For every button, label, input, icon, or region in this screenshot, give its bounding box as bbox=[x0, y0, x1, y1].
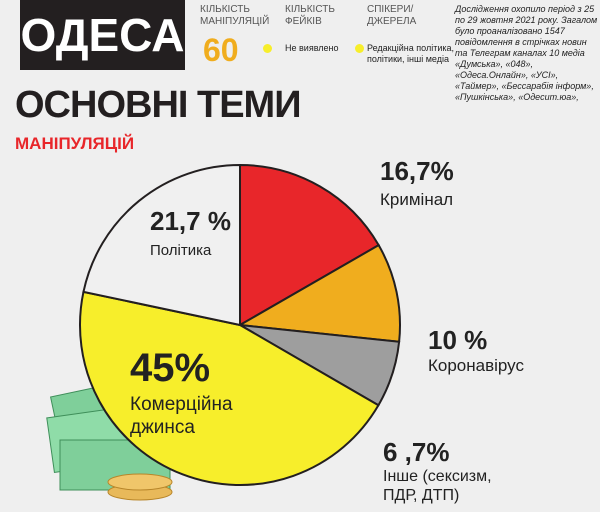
city-box bbox=[20, 0, 185, 70]
pie-slice bbox=[239, 163, 381, 327]
sources-value: Редакційна політика, політики, інші меді… bbox=[367, 43, 454, 64]
value-label: 45% bbox=[130, 346, 211, 390]
pie-slice bbox=[236, 243, 401, 343]
manipulations-label: КІЛЬКІСТЬ МАНІПУЛЯЦІЙ bbox=[200, 4, 270, 27]
category-label: Комерційна джинса bbox=[130, 394, 233, 438]
fakes-value: Не виявлено bbox=[285, 43, 339, 53]
note: Дослідження охопило період з 25 по 29 жо… bbox=[455, 4, 598, 102]
value-label: 10 % bbox=[428, 325, 488, 355]
category-label: Кримінал bbox=[380, 190, 454, 209]
pie-slice bbox=[82, 163, 241, 327]
city: ОДЕСА bbox=[20, 9, 185, 61]
category-label: Політика bbox=[150, 242, 212, 259]
chart-subtitle: МАНІПУЛЯЦІЙ bbox=[15, 134, 135, 153]
sources-label: СПІКЕРИ/ ДЖЕРЕЛА bbox=[367, 4, 417, 27]
value-label: 21,7 % bbox=[150, 206, 231, 236]
bullet bbox=[263, 44, 272, 53]
chart-title: ОСНОВНІ ТЕМИ bbox=[15, 84, 302, 126]
bullet bbox=[355, 44, 364, 53]
value-label: 6 ,7% bbox=[383, 437, 450, 467]
value-label: 16,7% bbox=[380, 156, 454, 186]
manipulations-count: 60 bbox=[203, 32, 239, 68]
category-label: Коронавірус bbox=[428, 356, 524, 375]
fakes-label: КІЛЬКІСТЬ ФЕЙКІВ bbox=[285, 4, 335, 27]
category-label: Інше (сексизм, ПДР, ДТП) bbox=[383, 468, 492, 505]
pie-slice bbox=[79, 290, 380, 486]
